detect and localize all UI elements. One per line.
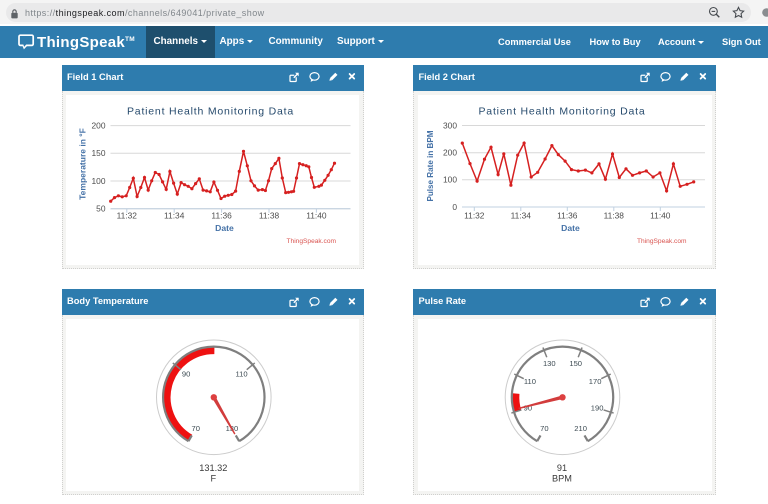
svg-text:110: 110 — [524, 376, 536, 385]
svg-text:210: 210 — [574, 424, 587, 433]
svg-text:11:34: 11:34 — [164, 211, 185, 221]
svg-text:130: 130 — [543, 358, 556, 367]
svg-text:110: 110 — [235, 369, 247, 378]
svg-text:90: 90 — [524, 403, 532, 412]
svg-text:Patient Health Monitoring Data: Patient Health Monitoring Data — [479, 105, 646, 117]
svg-text:F: F — [210, 473, 216, 483]
svg-text:300: 300 — [443, 120, 457, 130]
svg-text:50: 50 — [96, 204, 106, 214]
svg-text:11:40: 11:40 — [306, 211, 327, 221]
svg-text:190: 190 — [591, 403, 604, 412]
svg-text:100: 100 — [91, 176, 105, 186]
svg-text:Patient Health Monitoring Data: Patient Health Monitoring Data — [127, 105, 294, 117]
svg-text:100: 100 — [443, 175, 457, 185]
svg-text:70: 70 — [191, 424, 199, 433]
svg-text:70: 70 — [540, 424, 548, 433]
svg-text:131.32: 131.32 — [199, 463, 227, 473]
svg-text:170: 170 — [589, 376, 602, 385]
svg-text:11:40: 11:40 — [650, 211, 671, 221]
svg-text:200: 200 — [91, 121, 105, 131]
svg-text:11:32: 11:32 — [464, 211, 485, 221]
svg-text:150: 150 — [569, 358, 582, 367]
svg-text:Date: Date — [561, 223, 580, 233]
svg-text:11:36: 11:36 — [211, 211, 232, 221]
svg-text:11:36: 11:36 — [557, 211, 578, 221]
svg-text:Temperature in °F: Temperature in °F — [77, 128, 87, 200]
svg-text:BPM: BPM — [552, 473, 572, 483]
svg-text:Date: Date — [215, 223, 234, 233]
svg-text:Pulse Rate in BPM: Pulse Rate in BPM — [426, 130, 435, 201]
svg-text:11:34: 11:34 — [511, 211, 532, 221]
svg-text:200: 200 — [443, 148, 457, 158]
svg-text:11:32: 11:32 — [116, 211, 137, 221]
svg-text:0: 0 — [452, 202, 457, 212]
svg-text:90: 90 — [181, 369, 189, 378]
svg-text:11:38: 11:38 — [604, 211, 625, 221]
svg-text:11:38: 11:38 — [258, 211, 279, 221]
svg-text:91: 91 — [557, 463, 567, 473]
svg-text:ThingSpeak.com: ThingSpeak.com — [637, 238, 687, 245]
svg-text:ThingSpeak.com: ThingSpeak.com — [286, 238, 336, 245]
svg-text:150: 150 — [91, 148, 105, 158]
